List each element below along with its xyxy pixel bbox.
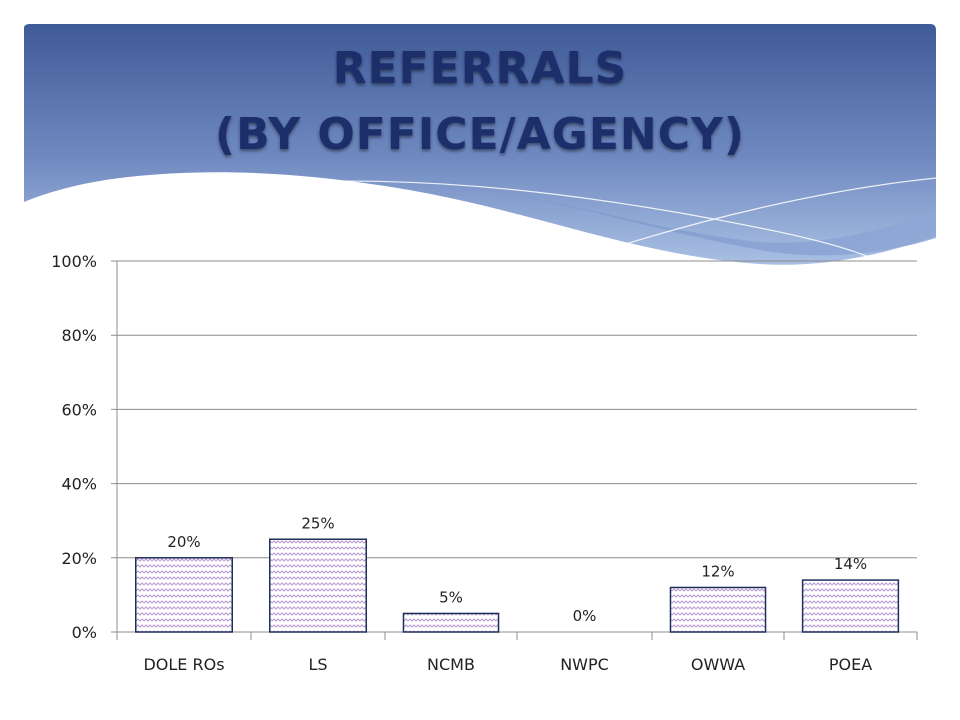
labels: 0% 20% 40% 60% 80% 100% 20% DOLE ROs 25% LS 5% NCMB… [51, 252, 872, 674]
title-line-1: REFERRALS [332, 43, 628, 94]
wave-line-2 [599, 177, 937, 253]
y-tick-label: 80% [61, 326, 97, 345]
y-tick-label: 100% [51, 252, 97, 271]
data-label: 5% [439, 588, 463, 606]
bars [135, 538, 900, 633]
bar-dole-ros [135, 557, 233, 633]
y-tick-label: 40% [61, 475, 97, 494]
axes [116, 261, 918, 640]
data-label: 0% [573, 607, 597, 625]
category-label: DOLE ROs [143, 655, 224, 674]
category-label: NCMB [427, 655, 475, 674]
data-label: 14% [834, 555, 867, 573]
data-label: 25% [301, 514, 334, 532]
category-label: NWPC [560, 655, 609, 674]
y-tick-label: 60% [61, 400, 97, 419]
category-label: OWWA [691, 655, 745, 674]
category-label: LS [308, 655, 327, 674]
bar-poea [801, 579, 900, 633]
bar-ncmb [402, 612, 500, 633]
header-wave [470, 188, 936, 256]
header-banner [24, 24, 937, 265]
header-shape [24, 24, 936, 265]
wave-line-1 [299, 180, 881, 263]
category-label: POEA [829, 655, 872, 674]
slide-title: REFERRALS (BY OFFICE/AGENCY) [0, 36, 960, 168]
y-tick-label: 0% [72, 623, 97, 642]
bar-owwa [669, 586, 767, 633]
data-label: 20% [167, 533, 200, 551]
bar-ls [269, 538, 367, 633]
title-line-2: (BY OFFICE/AGENCY) [214, 109, 746, 160]
y-tick-label: 20% [61, 549, 97, 568]
data-label: 12% [701, 562, 734, 580]
